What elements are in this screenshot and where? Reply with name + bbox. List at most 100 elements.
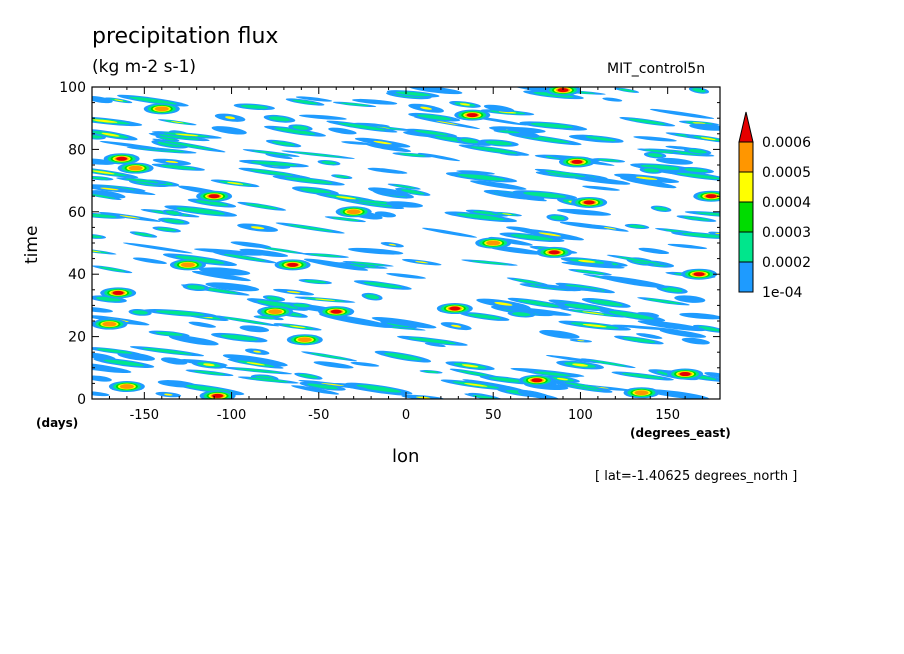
precip-streak bbox=[222, 354, 288, 367]
streak-level-2 bbox=[293, 151, 343, 158]
precip-streak bbox=[345, 382, 413, 395]
precip-streak bbox=[534, 168, 596, 179]
streak-level-2 bbox=[234, 368, 281, 373]
streak-level-2 bbox=[472, 210, 502, 216]
precip-streak bbox=[93, 357, 155, 369]
streak-level-2 bbox=[223, 253, 266, 262]
streak-level-4 bbox=[603, 226, 617, 230]
precip-streak bbox=[99, 140, 171, 151]
precip-streak bbox=[237, 201, 287, 211]
precip-streak bbox=[214, 113, 246, 122]
precip-streak bbox=[129, 346, 205, 357]
precip-streak bbox=[380, 242, 404, 248]
x-tick-label: 150 bbox=[655, 408, 680, 423]
streak-level-1 bbox=[561, 261, 625, 269]
precip-streak bbox=[519, 121, 584, 130]
streak-level-2 bbox=[240, 104, 269, 109]
precip-streak bbox=[458, 144, 530, 156]
streak-level-2 bbox=[533, 91, 574, 98]
precip-cell bbox=[108, 381, 145, 393]
cell-core bbox=[449, 306, 461, 311]
streak-level-4 bbox=[250, 226, 265, 230]
precip-streak bbox=[288, 124, 313, 132]
precip-streak bbox=[614, 87, 640, 93]
streak-level-2 bbox=[460, 138, 479, 144]
precip-streak bbox=[332, 101, 377, 108]
colorbar-box bbox=[738, 171, 754, 203]
streak-level-1 bbox=[689, 123, 720, 131]
streak-level-4 bbox=[335, 196, 357, 200]
cell-core bbox=[112, 290, 124, 295]
streak-level-1 bbox=[313, 361, 354, 369]
precip-streak bbox=[237, 376, 299, 384]
streak-level-2 bbox=[157, 227, 177, 232]
precip-streak bbox=[597, 308, 666, 322]
streak-level-4 bbox=[100, 187, 119, 191]
precip-streak bbox=[560, 257, 613, 266]
streak-level-1 bbox=[505, 127, 546, 133]
colorbar-label: 0.0006 bbox=[762, 135, 811, 151]
precip-streak bbox=[92, 175, 114, 181]
precip-streak bbox=[685, 134, 720, 143]
streak-level-1 bbox=[638, 247, 670, 255]
precip-cell bbox=[475, 237, 512, 249]
streak-level-2 bbox=[423, 370, 439, 373]
precip-streak bbox=[645, 389, 709, 399]
cell-core bbox=[679, 372, 691, 377]
precip-streak bbox=[580, 358, 636, 369]
streak-level-2 bbox=[517, 299, 559, 307]
precip-streak bbox=[253, 315, 279, 320]
streak-level-2 bbox=[589, 299, 623, 307]
streak-level-2 bbox=[617, 256, 661, 264]
precip-streak bbox=[92, 391, 110, 397]
streak-level-2 bbox=[545, 170, 586, 178]
precip-streak bbox=[637, 297, 690, 306]
streak-level-1 bbox=[386, 273, 426, 279]
cell-ring-5 bbox=[297, 337, 312, 343]
streak-level-4 bbox=[253, 350, 262, 353]
precip-streak bbox=[524, 370, 580, 378]
y-tick-label: 0 bbox=[77, 392, 86, 408]
x-tick-label: 50 bbox=[485, 408, 502, 423]
streak-level-2 bbox=[643, 168, 660, 173]
cell-core bbox=[116, 156, 128, 161]
precip-streak bbox=[264, 125, 326, 137]
cell-ring-5 bbox=[634, 390, 649, 396]
precip-streak bbox=[98, 211, 161, 222]
precip-streak bbox=[386, 273, 426, 279]
x-tick-label: 0 bbox=[402, 408, 410, 423]
precip-streak bbox=[239, 248, 289, 258]
streak-level-2 bbox=[159, 136, 176, 141]
precip-streak bbox=[534, 284, 603, 292]
streak-level-1 bbox=[517, 390, 545, 398]
precip-streak bbox=[294, 296, 356, 303]
streak-level-2 bbox=[165, 210, 180, 215]
precip-cell bbox=[518, 374, 555, 386]
precip-streak bbox=[461, 259, 518, 266]
precip-streak bbox=[263, 114, 296, 123]
streak-level-2 bbox=[513, 278, 543, 285]
streak-level-2 bbox=[684, 168, 709, 173]
streak-level-1 bbox=[417, 152, 461, 162]
streak-level-2 bbox=[155, 331, 183, 336]
streak-level-1 bbox=[168, 335, 219, 346]
precip-streak bbox=[592, 158, 626, 163]
precip-streak bbox=[555, 302, 610, 311]
precip-streak bbox=[577, 134, 624, 143]
colorbar-label: 0.0005 bbox=[762, 165, 811, 181]
precip-streak bbox=[708, 231, 720, 236]
streak-level-2 bbox=[321, 161, 337, 165]
colorbar-box bbox=[738, 261, 754, 293]
streak-level-1 bbox=[556, 208, 612, 216]
precip-streak bbox=[494, 191, 547, 202]
streak-level-2 bbox=[681, 232, 720, 238]
precip-streak bbox=[364, 143, 412, 152]
precip-streak bbox=[408, 112, 461, 122]
precip-cell bbox=[169, 259, 206, 271]
streak-level-2 bbox=[92, 235, 102, 238]
precip-streak bbox=[92, 129, 138, 141]
streak-level-2 bbox=[688, 149, 707, 154]
streak-level-4 bbox=[635, 176, 658, 180]
precip-streak bbox=[298, 379, 368, 390]
colorbar-box bbox=[738, 201, 754, 233]
